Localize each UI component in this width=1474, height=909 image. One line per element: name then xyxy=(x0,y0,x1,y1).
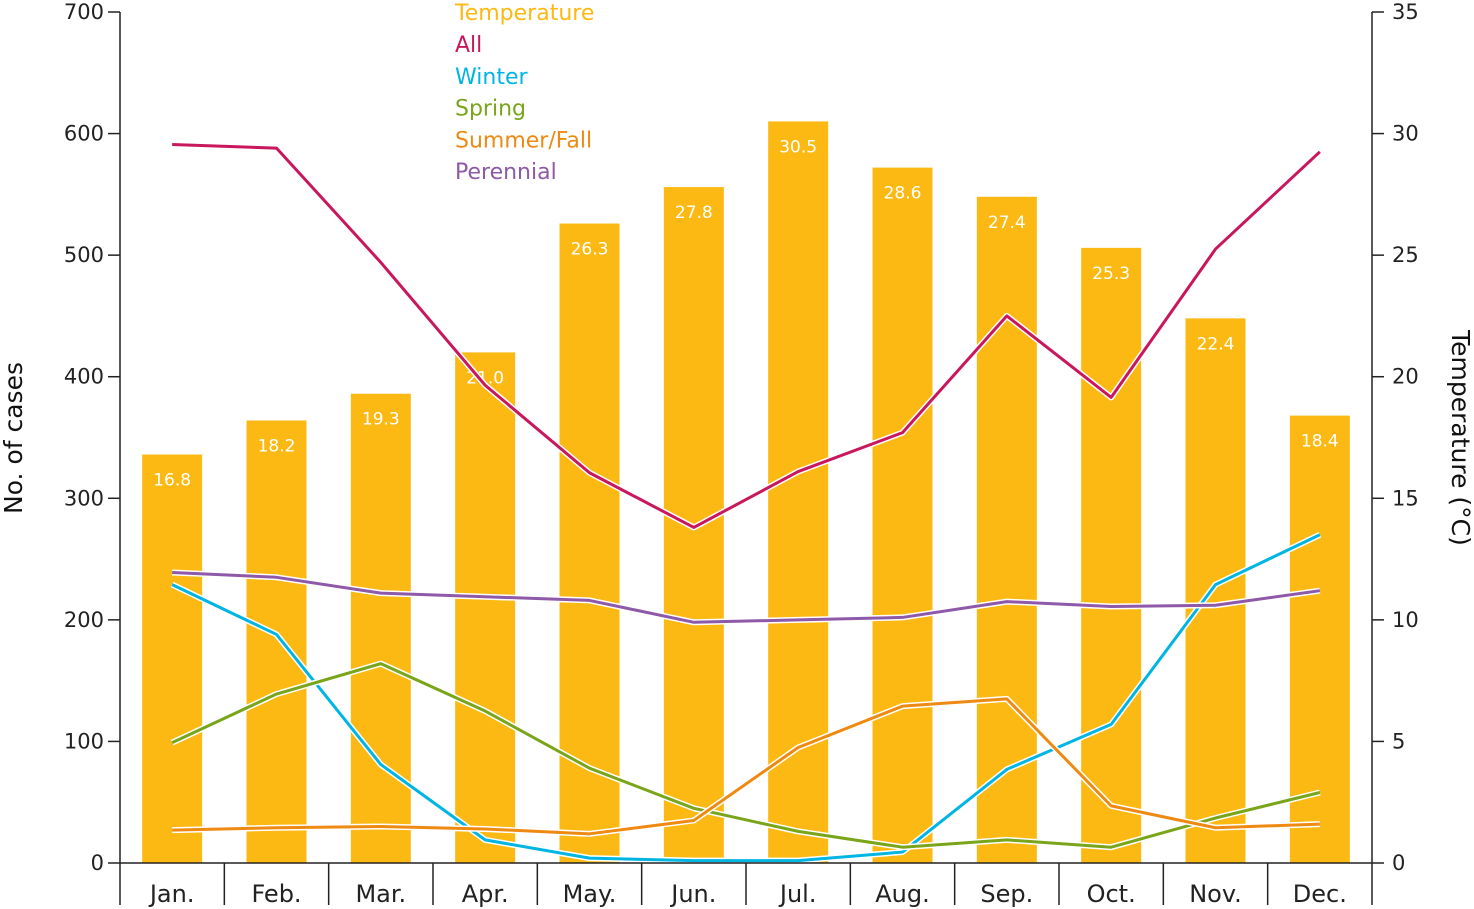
bar-Aug. xyxy=(872,167,933,863)
bar-label: 26.3 xyxy=(571,240,609,260)
bar-label: 18.4 xyxy=(1301,432,1339,452)
x-tick-label: Jan. xyxy=(148,880,195,908)
bar-label: 16.8 xyxy=(153,471,191,491)
y-axis-label-right: Temperature (°C) xyxy=(1446,329,1474,546)
bar-Apr. xyxy=(455,352,516,863)
series-halo-Perennial xyxy=(172,569,1321,626)
axes: 0 100 200 300 400 500 600 700 0 5 10 15 20 25 30 35 Jan.… xyxy=(64,0,1419,908)
y-tick-label-right: 25 xyxy=(1392,243,1419,267)
series-halo-All xyxy=(172,141,1322,531)
y-tick-label-right: 10 xyxy=(1392,608,1419,632)
legend-item-Summer/Fall: Summer/Fall xyxy=(455,128,592,153)
x-tick-label: Mar. xyxy=(355,880,406,908)
y-tick-label-right: 5 xyxy=(1392,729,1405,753)
bar-Jan. xyxy=(142,454,203,863)
x-tick-label: Aug. xyxy=(875,880,930,908)
x-tick-label: Jul. xyxy=(778,880,817,908)
bar-Feb. xyxy=(246,420,307,863)
legend-item-temperature: Temperature xyxy=(454,1,594,26)
y-tick-label-left: 200 xyxy=(64,608,104,632)
series-line-Winter xyxy=(171,533,1321,863)
bar-Nov. xyxy=(1185,318,1246,863)
series-line-All xyxy=(172,143,1321,529)
x-tick-label: Jun. xyxy=(669,880,716,908)
y-tick-label-left: 600 xyxy=(64,122,104,146)
y-tick-label-right: 35 xyxy=(1392,0,1419,24)
y-tick-label-left: 300 xyxy=(64,486,104,510)
bar-label: 27.4 xyxy=(988,213,1026,233)
legend-item-Spring: Spring xyxy=(455,97,526,122)
bar-Sep. xyxy=(976,196,1037,863)
legend-item-All: All xyxy=(455,33,482,58)
y-tick-label-left: 100 xyxy=(64,729,104,753)
bar-label: 25.3 xyxy=(1092,264,1130,284)
x-tick-label: Feb. xyxy=(251,880,301,908)
series-line-Perennial xyxy=(172,570,1321,624)
bar-label: 18.2 xyxy=(258,436,296,456)
x-tick-label: Oct. xyxy=(1087,880,1136,908)
x-tick-label: Nov. xyxy=(1189,880,1242,908)
y-tick-label-left: 700 xyxy=(64,0,104,24)
bar-Jul. xyxy=(768,121,829,863)
y-tick-label-left: 400 xyxy=(64,365,104,389)
bar-label: 28.6 xyxy=(884,184,922,204)
x-tick-label: Sep. xyxy=(980,880,1033,908)
bar-label: 27.8 xyxy=(675,203,713,223)
y-tick-label-right: 0 xyxy=(1392,851,1405,875)
y-tick-label-right: 30 xyxy=(1392,122,1419,146)
x-tick-label: May. xyxy=(563,880,617,908)
y-tick-label-right: 15 xyxy=(1392,486,1419,510)
bars: 16.818.219.321.026.327.830.528.627.425.3… xyxy=(142,121,1350,863)
y-tick-label-right: 20 xyxy=(1392,365,1419,389)
legend-item-Winter: Winter xyxy=(455,65,528,90)
series-line-Spring xyxy=(171,662,1321,849)
y-tick-label-left: 500 xyxy=(64,243,104,267)
bar-label: 19.3 xyxy=(362,410,400,430)
bar-label: 30.5 xyxy=(779,137,817,157)
bar-Mar. xyxy=(350,393,411,863)
legend: Temperature All Winter Spring Summer/Fall Per… xyxy=(454,1,594,185)
y-axis-label-left: No. of cases xyxy=(0,362,28,514)
bar-Dec. xyxy=(1289,415,1350,863)
lines xyxy=(170,141,1322,864)
x-tick-label: Dec. xyxy=(1293,880,1347,908)
legend-item-Perennial: Perennial xyxy=(455,160,557,185)
y-tick-label-left: 0 xyxy=(91,851,104,875)
x-tick-label: Apr. xyxy=(462,880,509,908)
bar-label: 22.4 xyxy=(1197,334,1235,354)
series-line-Summer/Fall xyxy=(172,697,1320,836)
bar-Oct. xyxy=(1081,247,1142,863)
